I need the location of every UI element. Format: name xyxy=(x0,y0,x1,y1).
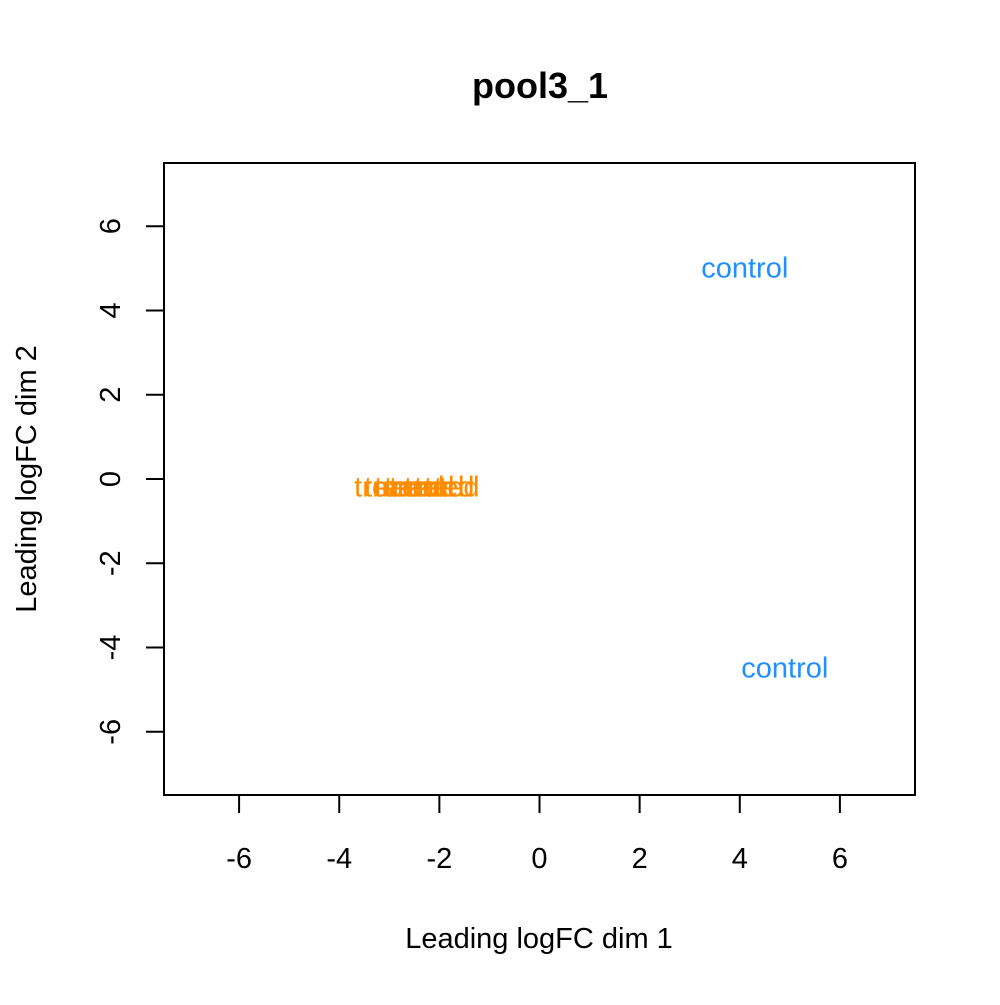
chart-title: pool3_1 xyxy=(472,65,608,106)
x-tick-label: 4 xyxy=(732,843,748,875)
y-tick-label: -2 xyxy=(95,550,127,576)
y-axis-label: Leading logFC dim 2 xyxy=(11,345,43,613)
y-tick-label: 4 xyxy=(95,302,127,318)
x-axis-label: Leading logFC dim 1 xyxy=(405,923,673,955)
y-tick-label: 2 xyxy=(95,387,127,403)
x-tick-label: -2 xyxy=(426,843,452,875)
data-point-treated: treated xyxy=(354,471,444,503)
x-tick-label: 2 xyxy=(632,843,648,875)
data-point-treated: treated xyxy=(374,471,464,503)
y-tick-label: -4 xyxy=(95,635,127,661)
x-tick-label: -4 xyxy=(326,843,352,875)
x-tick-label: 6 xyxy=(832,843,848,875)
x-tick-label: -6 xyxy=(226,843,252,875)
data-points: control control treatedtreatedtreatedtreat… xyxy=(354,252,828,684)
data-point-control: control xyxy=(741,653,828,685)
y-axis: -6 -4 -2 0 2 4 6 xyxy=(95,218,165,745)
x-axis: -6 -4 -2 0 2 4 6 xyxy=(226,794,848,875)
data-point-control: control xyxy=(701,252,788,284)
data-point-treated: treated xyxy=(389,471,479,503)
data-point-treated: treated xyxy=(384,471,474,503)
y-tick-label: -6 xyxy=(95,719,127,745)
plot-frame xyxy=(163,162,916,796)
x-tick-label: 0 xyxy=(531,843,547,875)
y-tick-label: 6 xyxy=(95,218,127,234)
y-tick-label: 0 xyxy=(95,471,127,487)
data-point-treated: treated xyxy=(364,471,454,503)
